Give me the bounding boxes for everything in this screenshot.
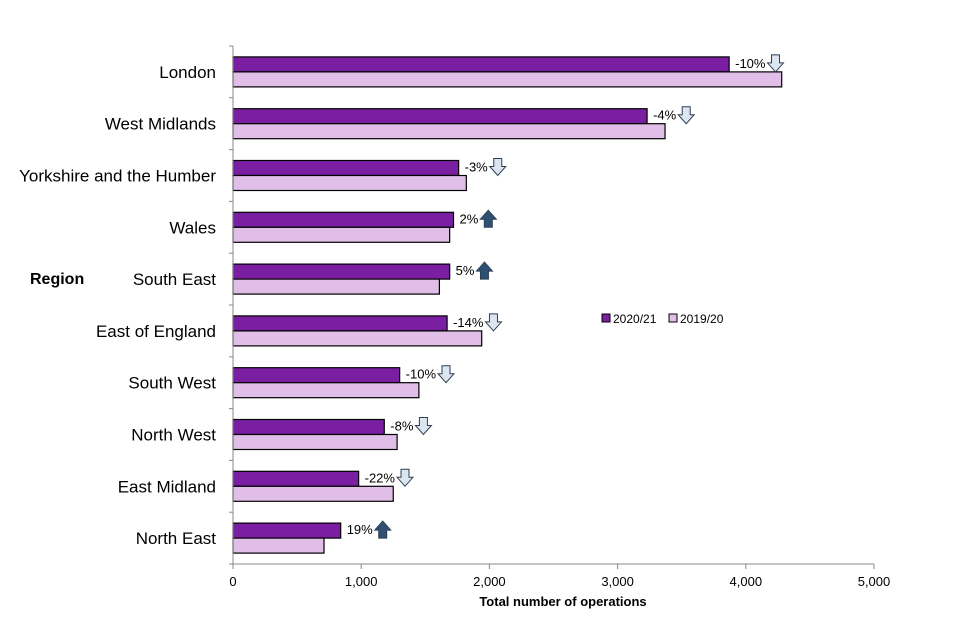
legend-label-2019-20: 2019/20 xyxy=(680,312,724,326)
category-label-south-west: South West xyxy=(128,374,216,393)
x-tick-label-3: 3,000 xyxy=(601,574,634,589)
bar-north-west-2020-21 xyxy=(232,418,385,436)
category-label-south-east: South East xyxy=(133,270,216,289)
category-label-north-east: North East xyxy=(136,529,217,548)
category-label-london: London xyxy=(159,63,216,82)
change-label-south-east: 5% xyxy=(456,263,475,278)
annotations-layer: -10% -4% -3% 2% 5% -14% -10% -8% -22% 19% xyxy=(347,54,785,539)
arrow-up-icon xyxy=(479,209,498,228)
category-labels: London West Midlands Yorkshire and the Hum… xyxy=(19,63,216,548)
bar-north-east-2020-21 xyxy=(232,522,342,539)
x-tick-label-2: 2,000 xyxy=(473,574,506,589)
arrow-down-icon xyxy=(436,365,456,384)
bar-west-midlands-2019-20 xyxy=(232,123,666,140)
category-label-west-midlands: West Midlands xyxy=(105,115,216,134)
tick-labels: 0 1,000 2,000 3,000 4,000 5,000 xyxy=(229,574,890,589)
legend-swatch-2020-21 xyxy=(601,313,611,323)
region-label: Region xyxy=(30,271,84,288)
bar-south-east-2019-20 xyxy=(232,278,441,295)
arrow-up-icon xyxy=(373,520,392,539)
x-tick-label-4: 4,000 xyxy=(730,574,763,589)
bar-wales-2019-20 xyxy=(232,226,451,243)
bar-south-west-2020-21 xyxy=(232,367,401,384)
arrow-up-icon xyxy=(475,261,494,280)
x-tick-label-1: 1,000 xyxy=(345,574,378,589)
change-label-south-west: -10% xyxy=(406,367,437,382)
category-label-east-midland: East Midland xyxy=(118,477,216,496)
bar-london-2020-21 xyxy=(232,56,730,73)
bar-north-east-2019-20 xyxy=(232,537,325,554)
bar-east-of-england-2019-20 xyxy=(232,330,483,347)
legend-label-2020-21: 2020/21 xyxy=(613,312,657,326)
bar-yorkshire-and-the-humber-2019-20 xyxy=(232,174,467,192)
bar-south-west-2019-20 xyxy=(232,382,420,399)
x-axis-title: Total number of operations xyxy=(479,594,646,609)
change-label-north-west: -8% xyxy=(390,419,414,434)
bar-east-of-england-2020-21 xyxy=(232,315,448,332)
bar-west-midlands-2020-21 xyxy=(232,108,648,125)
x-tick-label-5: 5,000 xyxy=(858,574,891,589)
change-label-wales: 2% xyxy=(460,211,479,226)
arrow-down-icon xyxy=(677,106,696,125)
bar-south-east-2020-21 xyxy=(232,263,451,280)
bar-east-midland-2020-21 xyxy=(232,470,360,487)
x-tick-label-0: 0 xyxy=(229,574,236,589)
change-label-london: -10% xyxy=(735,56,766,71)
category-label-north-west: North West xyxy=(131,426,216,445)
bar-east-midland-2019-20 xyxy=(232,485,394,502)
arrow-down-icon xyxy=(484,313,503,332)
bars-layer xyxy=(232,56,783,554)
arrow-down-icon xyxy=(766,54,785,73)
legend-swatch-2019-20 xyxy=(668,313,678,323)
arrow-down-icon xyxy=(395,468,415,488)
category-label-wales: Wales xyxy=(169,218,216,237)
bar-london-2019-20 xyxy=(232,71,783,88)
legend: 2020/21 2019/20 xyxy=(601,312,724,326)
bar-yorkshire-and-the-humber-2020-21 xyxy=(232,159,460,177)
change-label-north-east: 19% xyxy=(347,522,373,537)
bar-north-west-2019-20 xyxy=(232,433,398,451)
arrow-down-icon xyxy=(414,417,433,436)
change-label-east-midland: -22% xyxy=(365,470,396,485)
category-label-yorkshire-and-the-humber: Yorkshire and the Humber xyxy=(19,167,216,186)
category-label-east-of-england: East of England xyxy=(96,322,216,341)
arrow-down-icon xyxy=(488,158,507,177)
change-label-west-midlands: -4% xyxy=(653,108,677,123)
bar-wales-2020-21 xyxy=(232,211,455,228)
change-label-yorkshire-and-the-humber: -3% xyxy=(465,160,489,175)
change-label-east-of-england: -14% xyxy=(453,315,484,330)
axis-layer xyxy=(229,45,875,569)
